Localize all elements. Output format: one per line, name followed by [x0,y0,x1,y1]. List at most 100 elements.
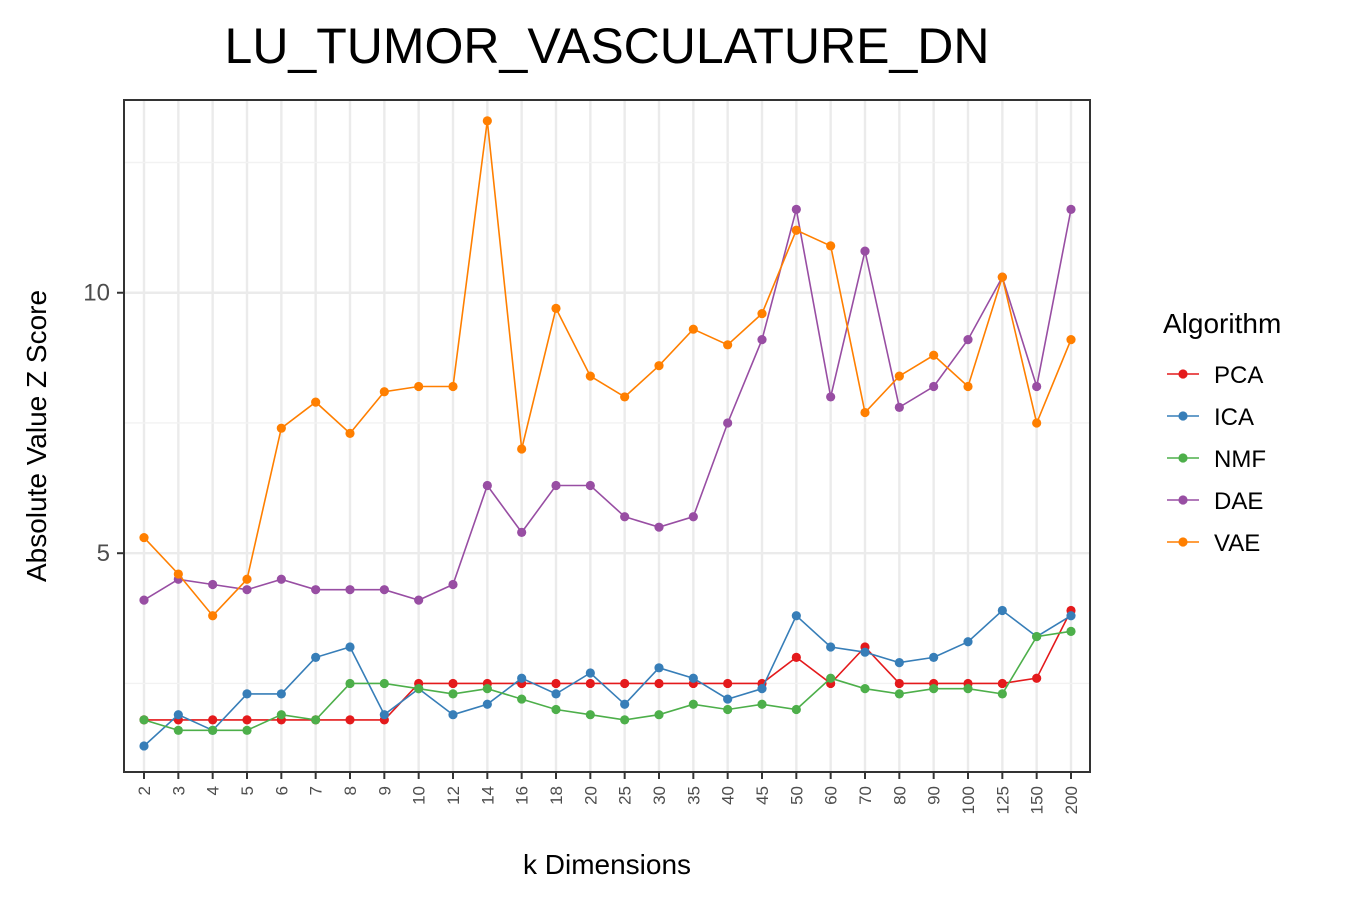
x-tick-label: 35 [684,786,703,805]
data-point-vae [620,392,630,402]
plot-background [124,100,1090,772]
data-point-nmf [620,715,630,725]
legend-item-pca: PCA [1167,362,1263,389]
x-tick-label: 6 [272,786,291,795]
data-point-dae [311,585,321,595]
data-point-nmf [448,689,458,699]
data-point-dae [345,585,355,595]
data-point-nmf [311,715,321,725]
data-point-ica [585,668,595,678]
x-tick-label: 20 [581,786,600,805]
data-point-dae [379,585,389,595]
data-point-pca [585,678,595,689]
x-tick-label: 25 [616,786,635,805]
y-axis-title: Absolute Value Z Score [21,290,52,582]
data-point-vae [894,371,904,381]
data-point-vae [551,303,561,313]
data-point-dae [517,527,527,537]
data-point-dae [585,480,595,491]
data-point-dae [208,579,218,590]
data-point-ica [688,673,698,683]
data-point-vae [448,381,458,392]
data-point-nmf [379,678,389,689]
data-point-pca [448,678,458,689]
data-point-dae [139,595,149,605]
x-tick-label: 100 [959,786,978,814]
x-tick-label: 8 [341,786,360,795]
data-point-vae [688,324,698,334]
data-point-vae [414,381,424,392]
data-point-dae [448,579,458,590]
data-point-vae [311,397,321,407]
data-point-ica [173,710,183,720]
x-tick-label: 7 [307,786,326,795]
data-point-ica [929,652,939,662]
series-line-dae [143,209,1072,601]
data-point-dae [551,480,561,491]
data-point-nmf [826,673,836,683]
x-axis-title: k Dimensions [523,849,691,880]
x-tick-label: 10 [410,786,429,805]
series-line-vae [143,120,1072,617]
data-point-nmf [997,689,1007,699]
data-point-dae [688,512,698,522]
data-point-dae [723,418,733,428]
data-point-nmf [1032,631,1042,642]
data-point-vae [208,611,218,621]
data-point-pca [551,678,561,689]
x-tick-label: 200 [1062,786,1081,814]
data-point-nmf [894,689,904,699]
data-point-pca [997,678,1007,689]
legend-label: NMF [1214,446,1266,473]
legend-title: Algorithm [1163,308,1281,339]
x-axis: 2 3 4 5 6 7 8 9 10 12 14 16 18 20 25 30 35 40 45 50 60 70 80 90… [135,772,1081,814]
data-point-nmf [757,699,767,709]
legend-item-dae: DAE [1167,488,1263,515]
data-point-vae [860,407,870,418]
data-point-pca [620,678,630,689]
data-point-pca [894,678,904,689]
legend-item-vae: VAE [1167,530,1260,557]
data-point-nmf [723,704,733,715]
data-point-nmf [688,699,698,709]
data-point-dae [1032,381,1042,392]
legend-label: PCA [1214,362,1263,389]
data-point-vae [791,225,801,235]
x-tick-label: 30 [650,786,669,805]
data-point-nmf [414,684,424,694]
data-point-vae [826,241,836,251]
data-point-ica [894,658,904,668]
data-point-vae [1032,418,1042,428]
data-point-nmf [963,684,973,694]
data-point-vae [757,308,767,319]
data-point-ica [242,689,252,699]
data-point-dae [894,402,904,412]
data-point-dae [929,381,939,392]
data-point-ica [723,694,733,704]
x-tick-label: 60 [822,786,841,805]
data-point-ica [791,611,801,621]
data-point-nmf [654,710,664,720]
data-point-ica [139,741,149,751]
legend: Algorithm PCA ICA NMF DAE VAE [1163,308,1281,557]
x-tick-label: 3 [169,786,188,795]
data-point-dae [757,335,767,345]
x-tick-label: 2 [135,786,154,795]
data-point-vae [723,340,733,350]
x-tick-label: 4 [204,786,223,795]
data-point-pca [723,678,733,689]
series-nmf [139,626,1076,735]
data-point-pca [791,652,801,662]
data-point-ica [757,684,767,694]
data-point-ica [448,710,458,720]
data-point-pca [242,715,252,725]
data-point-vae [654,361,664,371]
data-point-vae [139,532,149,543]
data-point-dae [1066,204,1076,214]
data-point-ica [517,673,527,683]
data-point-vae [482,116,492,126]
data-point-ica [311,652,321,662]
data-point-nmf [208,725,218,735]
data-point-ica [551,689,561,699]
data-point-vae [1066,335,1076,345]
